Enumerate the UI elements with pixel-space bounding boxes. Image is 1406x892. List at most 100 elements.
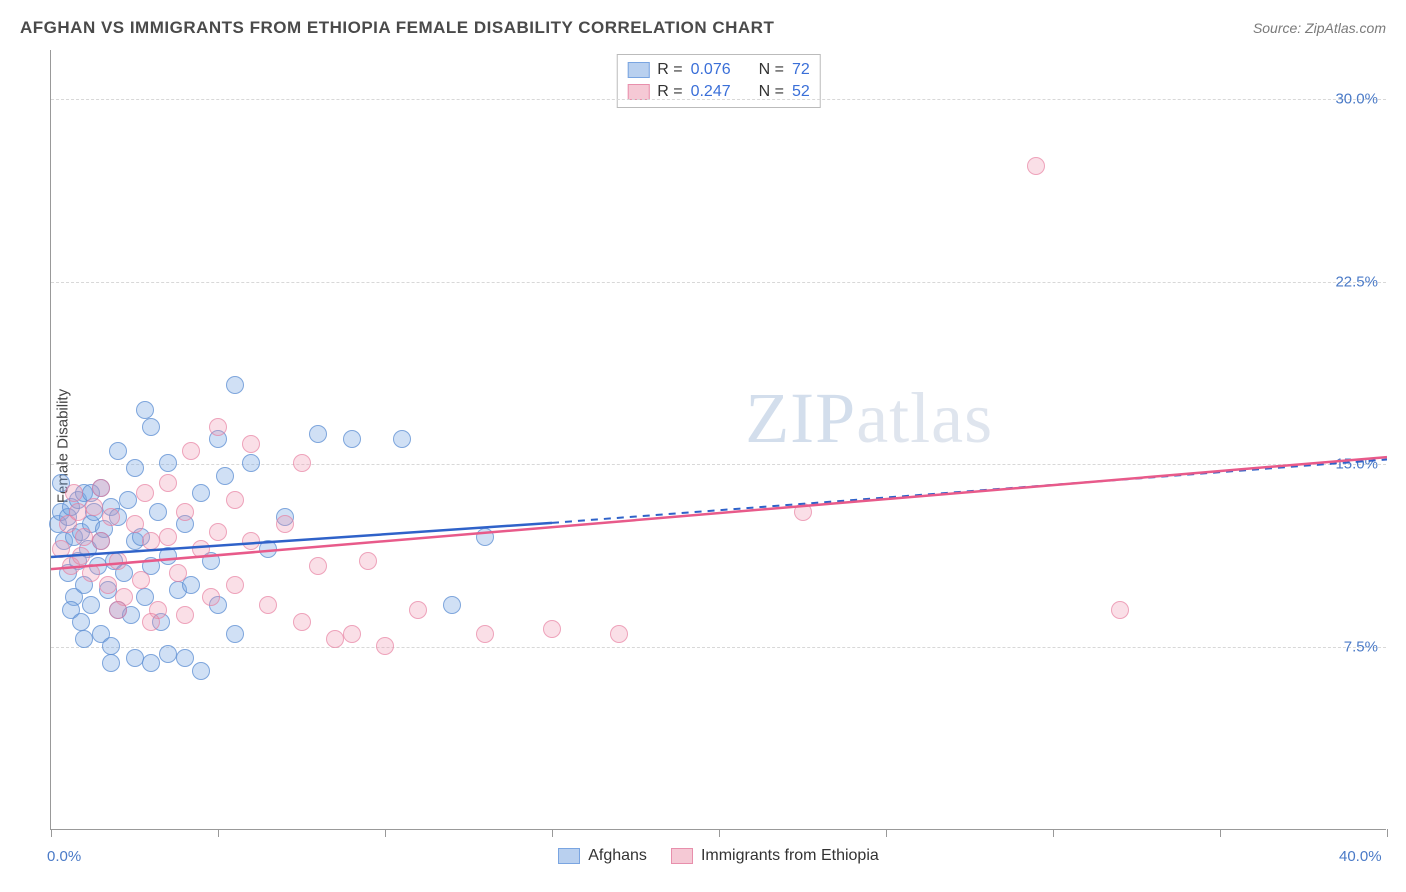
data-point (75, 528, 93, 546)
data-point (142, 654, 160, 672)
legend-item-ethiopia: Immigrants from Ethiopia (671, 847, 879, 865)
data-point (610, 625, 628, 643)
data-point (242, 532, 260, 550)
data-point (293, 454, 311, 472)
data-point (132, 571, 150, 589)
watermark: ZIPatlas (745, 377, 993, 460)
data-point (309, 557, 327, 575)
data-point (159, 528, 177, 546)
data-point (216, 467, 234, 485)
data-point (242, 454, 260, 472)
data-point (182, 576, 200, 594)
data-point (159, 454, 177, 472)
gridline (51, 647, 1386, 648)
data-point (209, 418, 227, 436)
data-point (109, 552, 127, 570)
source-credit: Source: ZipAtlas.com (1253, 20, 1386, 36)
data-point (169, 564, 187, 582)
data-point (242, 435, 260, 453)
data-point (82, 564, 100, 582)
data-point (136, 401, 154, 419)
data-point (52, 540, 70, 558)
data-point (192, 484, 210, 502)
data-point (126, 649, 144, 667)
x-tick-label: 0.0% (47, 848, 81, 865)
data-point (159, 474, 177, 492)
data-point (1111, 601, 1129, 619)
y-tick-label: 7.5% (1344, 639, 1378, 656)
scatter-plot: ZIPatlas R = 0.076 N = 72 R = 0.247 N = … (50, 50, 1386, 830)
data-point (142, 532, 160, 550)
data-point (102, 654, 120, 672)
data-point (149, 503, 167, 521)
correlation-legend: R = 0.076 N = 72 R = 0.247 N = 52 (616, 54, 821, 108)
data-point (126, 459, 144, 477)
data-point (476, 625, 494, 643)
data-point (409, 601, 427, 619)
series-legend: Afghans Immigrants from Ethiopia (51, 847, 1386, 865)
x-tick (218, 829, 219, 837)
data-point (136, 484, 154, 502)
data-point (72, 613, 90, 631)
data-point (326, 630, 344, 648)
data-point (209, 523, 227, 541)
data-point (293, 613, 311, 631)
y-tick-label: 22.5% (1335, 273, 1378, 290)
data-point (65, 484, 83, 502)
y-tick-label: 15.0% (1335, 456, 1378, 473)
data-point (82, 596, 100, 614)
x-tick (1387, 829, 1388, 837)
x-tick (552, 829, 553, 837)
data-point (343, 625, 361, 643)
data-point (142, 613, 160, 631)
data-point (226, 491, 244, 509)
x-tick (385, 829, 386, 837)
legend-item-afghans: Afghans (558, 847, 647, 865)
swatch-icon (671, 848, 693, 864)
data-point (343, 430, 361, 448)
data-point (226, 376, 244, 394)
x-tick (1053, 829, 1054, 837)
data-point (142, 418, 160, 436)
data-point (109, 442, 127, 460)
data-point (202, 588, 220, 606)
data-point (376, 637, 394, 655)
data-point (359, 552, 377, 570)
chart-title: AFGHAN VS IMMIGRANTS FROM ETHIOPIA FEMAL… (20, 18, 774, 38)
data-point (226, 576, 244, 594)
data-point (393, 430, 411, 448)
data-point (176, 606, 194, 624)
data-point (176, 649, 194, 667)
x-tick (719, 829, 720, 837)
data-point (192, 662, 210, 680)
data-point (69, 503, 87, 521)
data-point (276, 515, 294, 533)
data-point (259, 596, 277, 614)
x-tick (1220, 829, 1221, 837)
data-point (192, 540, 210, 558)
data-point (126, 515, 144, 533)
x-tick-label: 40.0% (1339, 848, 1382, 865)
data-point (182, 442, 200, 460)
data-point (92, 532, 110, 550)
data-point (85, 498, 103, 516)
swatch-icon (627, 62, 649, 78)
data-point (226, 625, 244, 643)
data-point (102, 637, 120, 655)
data-point (75, 630, 93, 648)
data-point (109, 601, 127, 619)
data-point (92, 479, 110, 497)
legend-label: Immigrants from Ethiopia (701, 847, 879, 865)
swatch-icon (627, 84, 649, 100)
legend-label: Afghans (588, 847, 647, 865)
x-tick (886, 829, 887, 837)
data-point (1027, 157, 1045, 175)
data-point (99, 576, 117, 594)
y-tick-label: 30.0% (1335, 90, 1378, 107)
data-point (476, 528, 494, 546)
data-point (176, 503, 194, 521)
data-point (72, 547, 90, 565)
data-point (259, 540, 277, 558)
gridline (51, 282, 1386, 283)
x-tick (51, 829, 52, 837)
